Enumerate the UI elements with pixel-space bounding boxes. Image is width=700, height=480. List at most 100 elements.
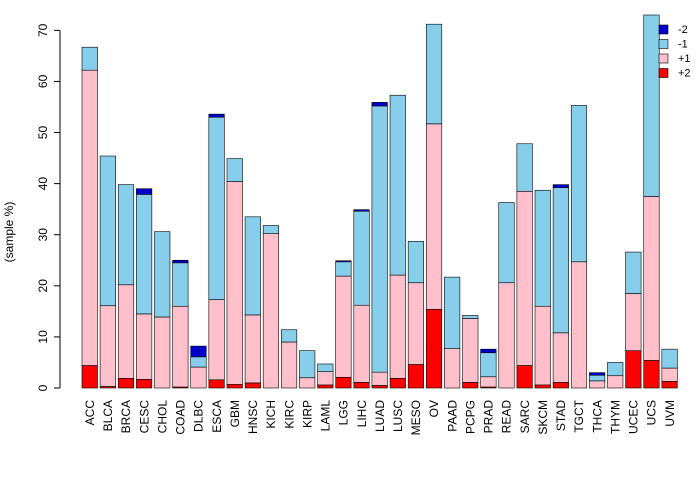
x-tick-label: MESO [409,400,423,435]
x-tick-label: KICH [264,400,278,429]
bar-segment [244,216,261,316]
bar-segment [516,143,533,192]
bar-segment [444,348,461,389]
bar-segment [661,367,678,382]
x-tick-label: READ [500,400,514,434]
bar-segment [244,314,261,384]
x-tick-label: COAD [174,400,188,435]
bar-segment [389,274,406,379]
x-tick-label: LUAD [373,400,387,432]
x-tick-label: LAML [319,400,333,432]
legend-swatch [658,68,669,78]
y-axis-label: (sample %) [2,202,16,263]
y-tick-label: 70 [36,23,50,37]
x-tick-label: SARC [518,400,532,434]
legend-swatch [658,24,669,35]
legend-swatch [658,39,669,49]
x-tick-label: PAAD [445,400,459,432]
x-tick-label: UCS [645,400,659,425]
bar-segment [335,261,352,277]
bar-segment [172,305,189,388]
bar-segment [498,282,515,389]
x-tick-label: ESCA [210,400,224,433]
x-tick-label: GBM [228,400,242,427]
bar-segment [607,362,624,377]
bar-segment [353,304,370,383]
x-tick-label: UCEC [627,400,641,434]
bar-segment [226,384,243,389]
bar-segment [172,259,189,264]
legend-label: -1 [678,39,688,51]
bar-segment [552,184,569,189]
bar-segment [534,384,551,389]
bar-segment [154,316,171,389]
legend-swatch [658,53,669,64]
y-tick-label: 10 [36,330,50,344]
bar-segment [534,305,551,386]
bar-segment [371,371,388,386]
bar-segment [208,379,225,389]
bar-segment [389,94,406,276]
bar-segment [299,377,316,389]
bar-segment [353,209,370,212]
bar-segment [407,282,424,365]
bar-segment [136,188,153,195]
bar-segment [117,284,135,379]
bar-segment [117,377,135,389]
bar-segment [136,379,153,389]
bar-segment [552,187,569,334]
bar-segment [643,14,660,197]
bar-segment [353,382,370,389]
x-tick-label: LUSC [391,400,405,432]
bar-segment [389,377,406,389]
bar-segment [99,155,116,307]
x-tick-label: THCA [590,400,604,433]
x-tick-label: CESC [137,400,151,434]
bar-segment [299,350,316,379]
x-tick-label: BLCA [101,400,115,431]
bars-group [81,14,678,389]
bar-segment [208,299,225,381]
bar-segment [371,105,388,373]
bar-segment [444,276,461,349]
bar-segment [643,360,660,389]
bar-segment [480,352,497,378]
y-tick-label: 20 [36,279,50,293]
bar-segment [625,251,642,294]
bar-segment [317,363,334,372]
bar-segment [534,189,551,307]
bar-segment [462,382,479,389]
x-tick-label: KIRC [282,400,296,429]
bar-segment [136,194,153,315]
legend: -2 -1 +1 +2 [658,24,691,80]
x-tick-label: ACC [83,400,97,426]
x-tick-label: SKCM [536,400,550,435]
bar-segment [281,341,298,389]
bar-segment [335,260,352,263]
bar-segment [516,190,533,366]
y-tick-label: 50 [36,126,50,140]
bar-segment [136,313,153,380]
x-tick-labels: ACC BLCA BRCA CESC CHOL COAD DLBC ESCA GBM HNSC KI… [83,399,677,435]
bar-segment [190,356,207,368]
bar-segment [462,315,479,319]
x-tick-label: CHOL [155,400,169,434]
bar-segment [190,345,207,358]
bar-segment [425,23,443,125]
x-tick-label: BRCA [119,400,133,433]
bar-segment [371,385,388,389]
y-tick-label: 60 [36,74,50,88]
bar-segment [552,332,569,383]
bar-segment [190,366,207,389]
x-tick-label: PRAD [482,400,496,434]
bar-segment [81,365,98,389]
bar-segment [317,384,334,389]
bar-segment [154,231,171,318]
bar-segment [81,46,98,71]
bar-segment [661,348,678,369]
bar-segment [589,374,606,382]
bar-segment [317,371,334,386]
x-tick-label: OV [427,400,441,417]
x-tick-label: HNSC [246,400,260,434]
